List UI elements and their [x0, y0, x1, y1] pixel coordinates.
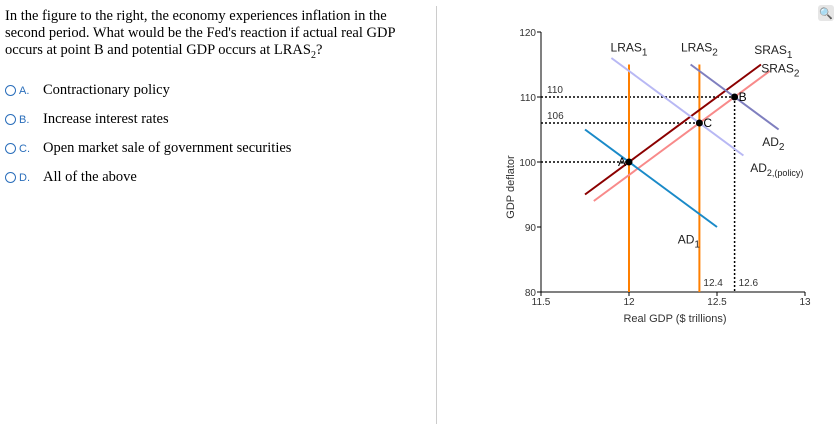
- curve-label: SRAS2: [761, 61, 800, 79]
- x-tick-label: 12: [623, 297, 635, 308]
- y-tick-label: 80: [525, 288, 537, 299]
- x-tick-label: 13: [799, 297, 811, 308]
- y-tick-label: 110: [520, 93, 536, 104]
- y-tick-label: 100: [519, 158, 536, 169]
- option-letter: D.: [19, 171, 30, 184]
- option-label: All of the above: [43, 169, 137, 185]
- option-a[interactable]: A. Contractionary policy: [5, 82, 170, 99]
- point-label: B: [739, 90, 747, 104]
- option-letter: B.: [19, 113, 30, 126]
- option-label: Increase interest rates: [43, 111, 169, 127]
- option-d[interactable]: D. All of the above: [5, 169, 137, 186]
- divider: [436, 6, 437, 424]
- y-axis-label: GDP deflator: [505, 155, 517, 219]
- option-label: Open market sale of government securitie…: [43, 140, 292, 156]
- curve-label: AD1: [678, 232, 701, 250]
- question-text: In the figure to the right, the economy …: [5, 8, 395, 61]
- radio-button[interactable]: [5, 172, 16, 183]
- option-b[interactable]: B. Increase interest rates: [5, 111, 169, 128]
- label-12-4: 12.4: [703, 278, 723, 289]
- x-axis-label: Real GDP ($ trillions): [623, 313, 726, 325]
- x-tick-label: 12.5: [707, 297, 727, 308]
- curve-label: SRAS1: [754, 43, 793, 61]
- x-tick-label: 11.5: [532, 297, 551, 308]
- curve-label: AD2: [762, 135, 785, 153]
- curve-sras-3: [593, 70, 771, 202]
- label-110: 110: [547, 85, 563, 96]
- curve-sras-2: [584, 63, 762, 196]
- curve-ad-6: [610, 57, 744, 157]
- option-c[interactable]: C. Open market sale of government securit…: [5, 140, 291, 157]
- radio-button[interactable]: [5, 114, 16, 125]
- option-letter: C.: [19, 142, 30, 155]
- curve-label: AD2,(policy): [750, 161, 803, 178]
- point-a: [625, 158, 633, 166]
- curve-label: LRAS2: [681, 41, 718, 59]
- curve-ad-4: [584, 128, 718, 228]
- label-106: 106: [547, 111, 564, 122]
- point-b: [731, 93, 739, 101]
- radio-button[interactable]: [5, 143, 16, 154]
- point-label: A: [618, 155, 626, 169]
- point-label: C: [703, 116, 712, 130]
- point-c: [695, 119, 703, 127]
- y-tick-label: 90: [525, 223, 537, 234]
- option-letter: A.: [19, 84, 30, 97]
- magnifier-plus-icon[interactable]: 🔍: [818, 5, 834, 21]
- option-label: Contractionary policy: [43, 82, 170, 98]
- curve-label: LRAS1: [611, 41, 648, 59]
- radio-button[interactable]: [5, 85, 16, 96]
- y-tick-label: 120: [519, 28, 536, 39]
- label-12-6: 12.6: [739, 278, 759, 289]
